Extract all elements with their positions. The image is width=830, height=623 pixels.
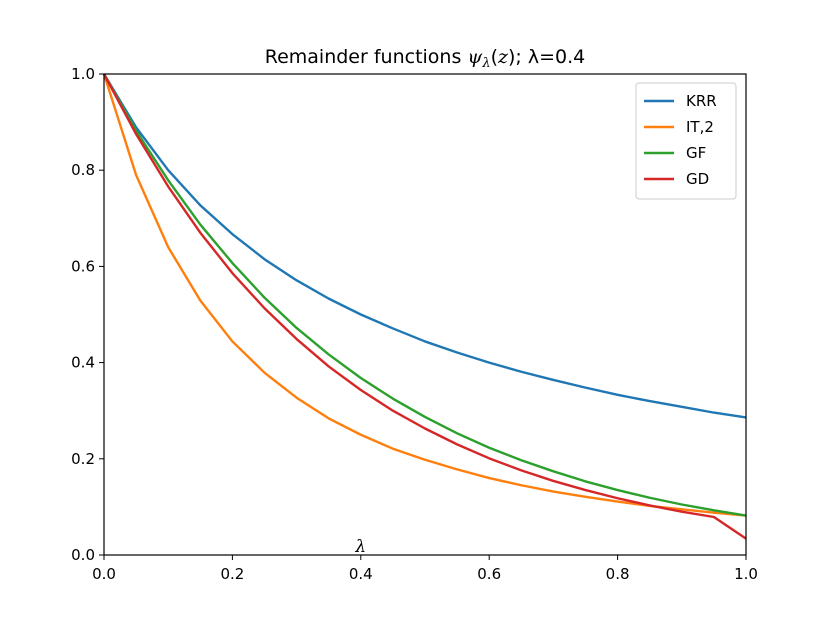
chart-title-z: z [497,46,509,68]
y-tick-label: 0.4 [71,354,95,372]
y-tick-label: 0.6 [71,257,95,275]
chart-title-sub: λ [481,56,490,71]
series-line-it-2 [102,73,747,517]
axis-ticks: 0.0 0.2 0.4 0.6 0.8 1.0 0.0 0.2 0.4 0.6 0.8 1.0 [71,65,758,583]
x-tick-label: 0.6 [477,565,501,583]
legend-box [635,82,737,200]
chart-title-suffix: ; λ=0.4 [515,46,585,68]
x-tick-label: 0.0 [92,565,116,583]
lambda-annotation: λ [354,537,366,557]
legend-label: IT,2 [686,118,714,136]
y-tick-label: 1.0 [71,65,95,83]
x-tick-label: 0.4 [349,565,373,583]
series-line-gd [102,73,747,540]
x-tick-label: 0.8 [606,565,630,583]
plot-frame [103,73,747,556]
chart-title-open: ( [491,46,498,68]
legend-label: GF [686,144,706,162]
series-line-gf [102,73,747,517]
chart-title: Remainder functions ψλ(z); λ=0.4 [265,46,586,71]
series-lines [102,73,747,540]
x-tick-label: 0.2 [220,565,244,583]
y-tick-label: 0.8 [71,161,95,179]
legend-label: GD [686,170,709,188]
chart-title-psi: ψ [467,46,483,68]
chart-title-prefix: Remainder functions [265,46,468,68]
legend: KRR IT,2 GF GD [635,82,737,200]
chart-title-close: ) [508,46,515,68]
y-tick-label: 0.2 [71,450,95,468]
y-tick-label: 0.0 [71,546,95,564]
x-tick-label: 1.0 [734,565,758,583]
legend-label: KRR [686,92,717,110]
series-line-krr [102,73,747,419]
